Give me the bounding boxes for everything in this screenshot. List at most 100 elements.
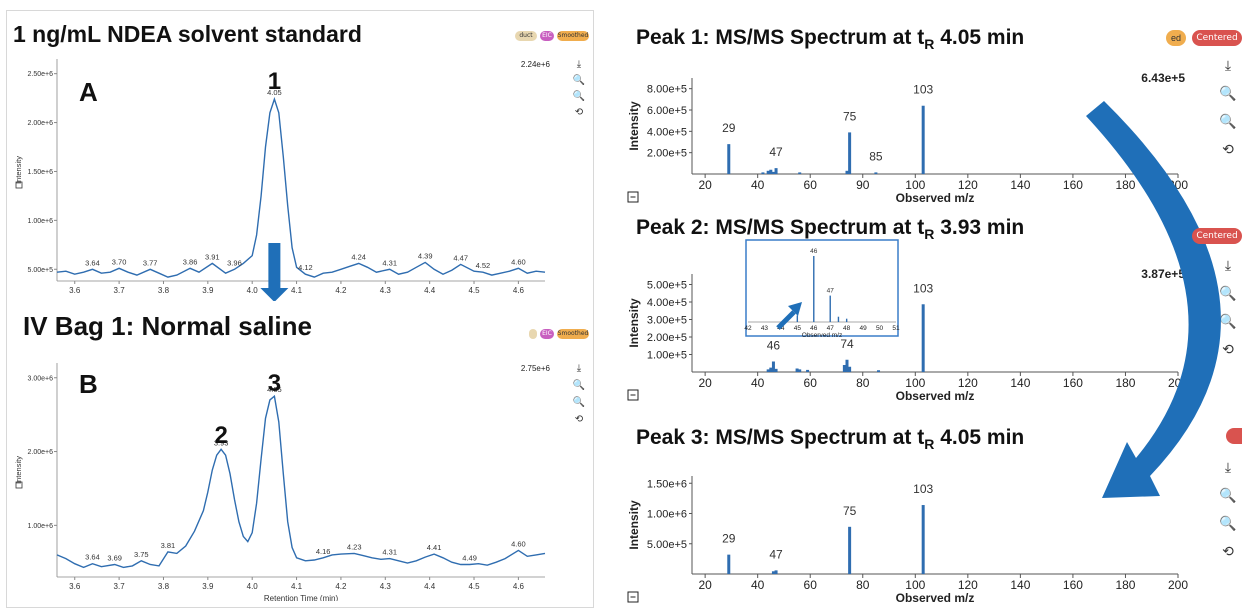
x-tick-label: 4.2 (335, 286, 347, 295)
x-tick-label: 90 (856, 178, 870, 192)
x-tick-label: 3.7 (114, 582, 126, 591)
spectrum-bar (769, 170, 772, 174)
a-zoom-out-icon[interactable]: 🔍 (573, 73, 585, 86)
x-tick-label: 160 (1063, 578, 1083, 592)
apex-label: 4.16 (316, 547, 331, 556)
chromatogram-trace (57, 99, 545, 277)
max-intensity-label: 2.75e+6 (521, 364, 551, 373)
x-tick-label: 20 (698, 578, 712, 592)
peak-mz-label: 74 (840, 337, 854, 351)
p3-download-icon[interactable]: ⤓ (1225, 459, 1231, 475)
inset-x-tick-label: 43 (761, 325, 769, 332)
p2-reset-icon[interactable]: ⟲ (1222, 341, 1234, 357)
inset-bar (846, 319, 847, 322)
max-intensity-label: 3.87e+5 (1141, 267, 1185, 281)
peak-mz-label: 75 (843, 109, 857, 123)
peak-mz-label: 46 (767, 339, 781, 353)
p2-zoom-in-icon[interactable]: 🔍 (1219, 312, 1236, 330)
y-tick-label: 8.00e+5 (647, 84, 687, 96)
spectrum-bar (848, 527, 851, 574)
y-tick-label: 5.00e+5 (28, 267, 54, 274)
apex-label: 4.39 (418, 251, 433, 260)
centered-badge-2[interactable]: Centered (1192, 228, 1242, 244)
apex-label: 4.49 (462, 553, 477, 562)
p1-download-icon[interactable]: ⤓ (1225, 57, 1231, 73)
x-tick-label: 3.7 (114, 286, 126, 295)
x-tick-label: 120 (958, 376, 978, 390)
apex-label: 3.75 (134, 550, 149, 559)
apex-label: 4.31 (382, 548, 397, 557)
max-intensity-label: 6.43e+5 (1141, 71, 1185, 85)
y-tick-label: 2.00e+6 (28, 449, 54, 456)
y-axis-label: Intensity (627, 101, 641, 151)
p2-download-icon[interactable]: ⤓ (1225, 257, 1231, 273)
y-tick-label: 1.50e+6 (647, 478, 687, 490)
p1-zoom-out-icon[interactable]: 🔍 (1219, 84, 1236, 102)
title-tail: 4.05 min (934, 26, 1024, 49)
spectrum-bar (845, 360, 848, 372)
x-tick-label: 4.3 (380, 582, 392, 591)
peak-mz-label: 29 (722, 121, 736, 135)
inset-bar (838, 317, 839, 322)
partial-badge-3[interactable] (1226, 428, 1242, 444)
p1-zoom-in-icon[interactable]: 🔍 (1219, 112, 1236, 130)
title-subscript: R (924, 36, 934, 52)
p2-zoom-out-icon[interactable]: 🔍 (1219, 284, 1236, 302)
x-tick-label: 4.0 (247, 582, 259, 591)
p3-zoom-out-icon[interactable]: 🔍 (1219, 486, 1236, 504)
peak-mz-label: 47 (769, 547, 783, 561)
x-tick-label: 4.3 (380, 286, 392, 295)
y-tick-label: 6.00e+5 (647, 105, 687, 117)
p1-reset-icon[interactable]: ⟲ (1222, 141, 1234, 157)
a-zoom-in-icon[interactable]: 🔍 (573, 89, 585, 102)
inset-x-tick-label: 50 (876, 325, 884, 332)
p3-reset-icon[interactable]: ⟲ (1222, 543, 1234, 559)
x-tick-label: 160 (1063, 178, 1083, 192)
spectrum-bar (848, 132, 851, 174)
centered-badge-1[interactable]: Centered (1192, 30, 1242, 46)
y-tick-label: 5.00e+5 (647, 539, 687, 551)
x-tick-label: 40 (751, 578, 765, 592)
y-tick-label: 1.50e+6 (28, 169, 54, 176)
p3-zoom-in-icon[interactable]: 🔍 (1219, 514, 1236, 532)
spectrum-bar (922, 106, 925, 174)
peak-number: 3 (268, 370, 281, 397)
a-download-icon[interactable]: ⤓ (577, 59, 582, 70)
x-tick-label: 4.4 (424, 582, 436, 591)
a-reset-icon[interactable]: ⟲ (575, 107, 584, 118)
b-download-icon[interactable]: ⤓ (577, 363, 582, 374)
x-tick-label: 3.8 (158, 286, 170, 295)
apex-label: 4.47 (453, 253, 468, 262)
peak-mz-label: 103 (913, 281, 933, 295)
apex-label: 3.64 (85, 553, 100, 562)
peak-mz-label: 29 (722, 532, 736, 546)
b-zoom-out-icon[interactable]: 🔍 (573, 378, 585, 391)
apex-label: 3.91 (205, 252, 220, 261)
title-subscript: R (924, 226, 934, 242)
x-tick-label: 4.5 (468, 286, 480, 295)
inset-bar (797, 315, 798, 322)
curved-arrow (1086, 101, 1221, 498)
x-tick-label: 20 (698, 376, 712, 390)
x-axis-label: Observed m/z (896, 591, 975, 605)
x-tick-label: 80 (856, 376, 870, 390)
x-tick-label: 120 (958, 178, 978, 192)
x-tick-label: 40 (751, 376, 765, 390)
y-tick-label: 2.50e+6 (28, 71, 54, 78)
x-tick-label: 200 (1168, 578, 1188, 592)
x-tick-label: 4.1 (291, 582, 303, 591)
chromatogram-b: 1.00e+62.00e+63.00e+63.6 3.7 3.8 3.9 4.0 4.1 4… (7, 311, 593, 601)
inset-peak-label: 47 (827, 288, 835, 295)
y-tick-label: 1.00e+6 (647, 509, 687, 521)
b-reset-icon[interactable]: ⟲ (575, 414, 584, 425)
title-main: Peak 2: MS/MS Spectrum at t (636, 216, 924, 239)
max-intensity-label: 2.24e+6 (521, 60, 551, 69)
b-zoom-in-icon[interactable]: 🔍 (573, 395, 585, 408)
x-tick-label: 4.6 (513, 286, 525, 295)
x-tick-label: 3.9 (202, 582, 214, 591)
panel-letter: A (79, 77, 98, 107)
partial-badge-1[interactable]: ed (1166, 30, 1186, 46)
spectrum-bar (877, 370, 880, 372)
spectrum-bar (796, 369, 799, 373)
x-tick-label: 100 (905, 178, 925, 192)
